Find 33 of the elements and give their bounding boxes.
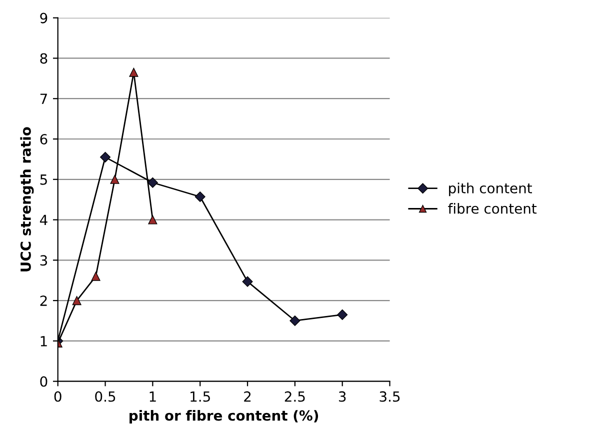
point [337, 309, 348, 320]
x-tick-label: 3.5 [380, 391, 400, 402]
y-tick-label: 9 [40, 12, 48, 24]
legend-label: fibre content [448, 203, 537, 214]
y-tick-label: 5 [40, 174, 47, 185]
y-axis-title: UCC strength ratio [20, 127, 34, 272]
y-tick-label: 7 [40, 94, 47, 104]
legend-label: pith content [449, 182, 532, 196]
point [72, 296, 82, 306]
point [290, 315, 300, 326]
x-tick-label: 2 [244, 391, 251, 402]
x-axis-title: pith or fibre content (%) [130, 410, 318, 424]
point [110, 174, 120, 184]
point [91, 272, 100, 281]
y-tick-label: 6 [40, 134, 48, 144]
point [194, 192, 206, 202]
point [242, 276, 253, 287]
x-tick-label: 0.5 [95, 391, 116, 402]
x-tick-label: 1 [150, 391, 156, 402]
y-tick-label: 0 [40, 376, 48, 387]
y-tick-label: 8 [40, 53, 48, 64]
point [147, 177, 158, 188]
x-tick-label: 2.5 [284, 391, 305, 402]
y-tick-label: 3 [40, 255, 48, 266]
y-tick-label: 4 [40, 214, 48, 226]
y-tick-label: 1 [40, 336, 47, 346]
x-tick-label: 3 [338, 391, 346, 402]
point [129, 68, 138, 77]
point [100, 152, 111, 162]
x-tick-label: 0 [54, 391, 62, 402]
point [148, 215, 158, 224]
x-tick-label: 1.5 [190, 391, 210, 402]
y-tick-label: 2 [40, 296, 47, 306]
